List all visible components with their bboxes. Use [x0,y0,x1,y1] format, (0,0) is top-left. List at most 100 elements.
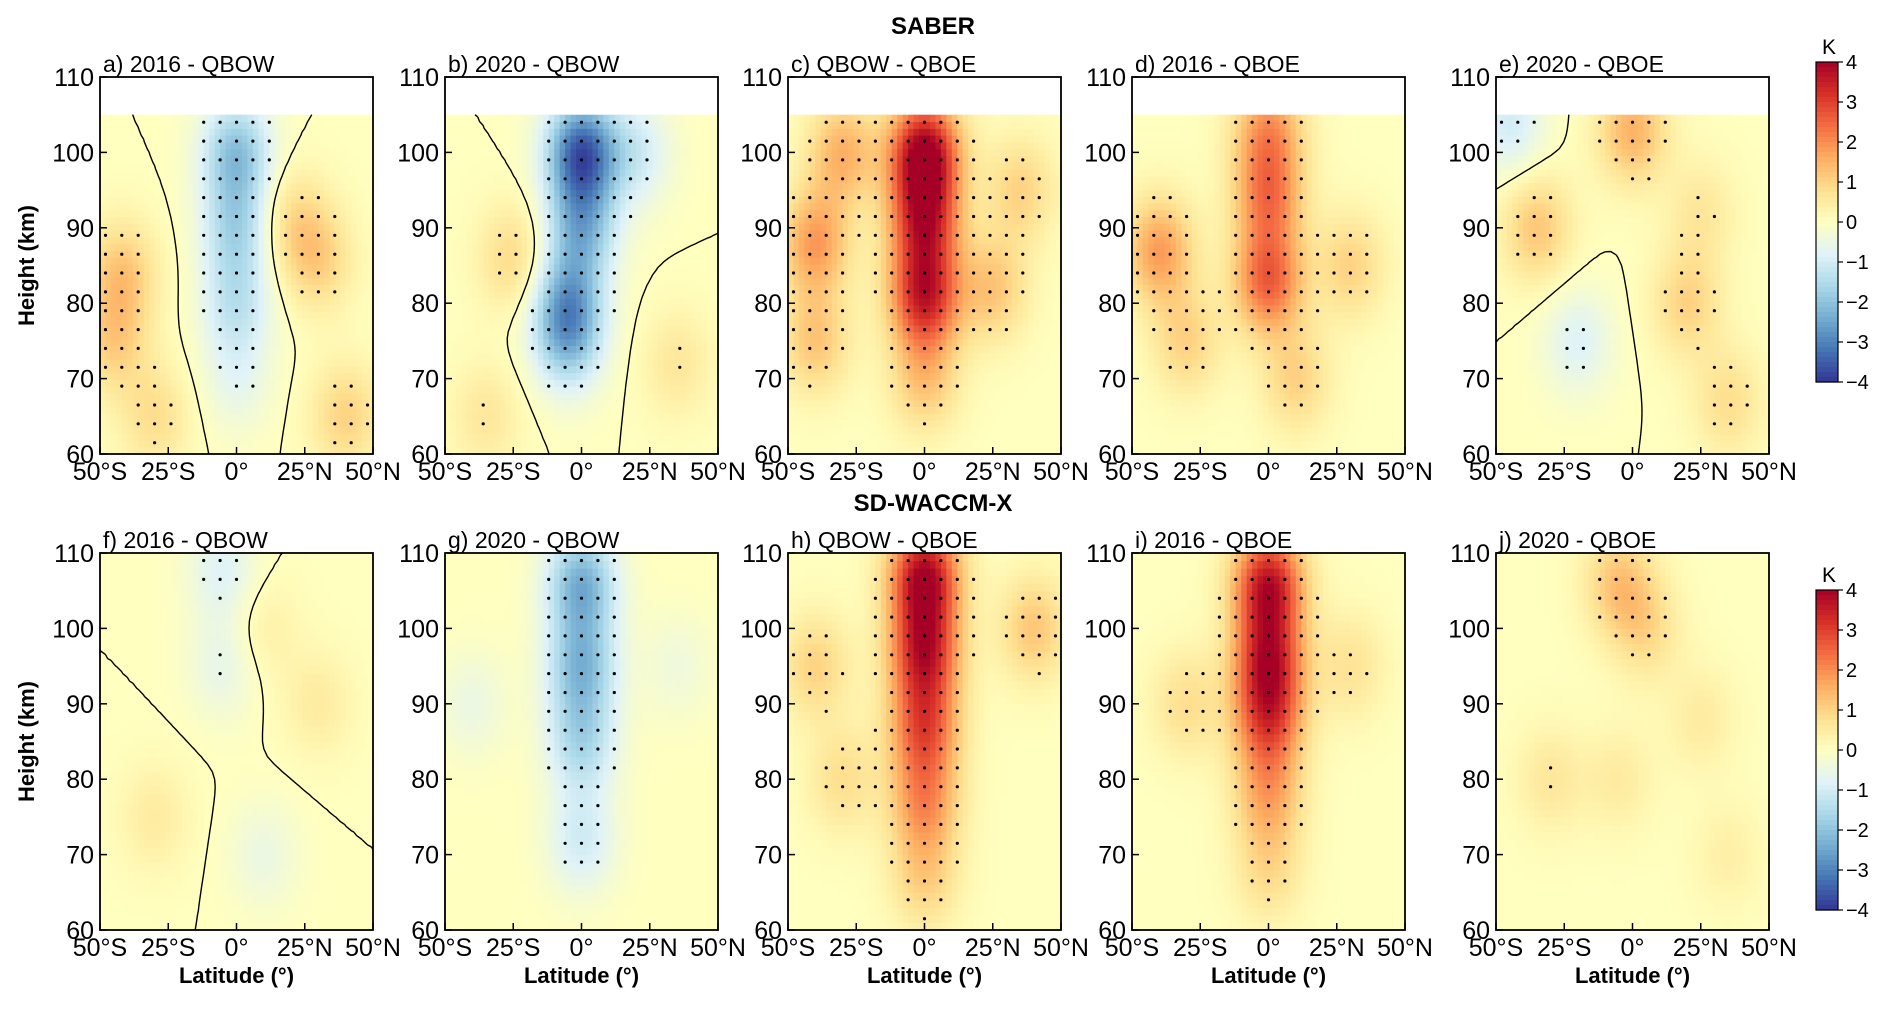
heatmap-cell [297,373,303,380]
heatmap-cell [275,427,281,434]
heatmap-cell [242,271,248,278]
heatmap-cell [122,244,128,251]
heatmap-cell [280,379,286,386]
heatmap-cell [187,311,193,318]
heatmap-cell [472,162,478,169]
heatmap-cell [280,332,286,339]
heatmap-cell [307,339,313,346]
heatmap-cell [625,223,631,230]
heatmap-cell [111,311,117,318]
heatmap-cell [313,264,319,271]
heatmap-cell [149,332,155,339]
heatmap-cell [122,393,128,400]
heatmap-cell [494,264,500,271]
heatmap-cell [538,155,544,162]
heatmap-cell [609,420,615,427]
heatmap-cell [652,210,658,217]
heatmap-cell [647,393,653,400]
heatmap-cell [193,352,199,359]
heatmap-cell [160,216,166,223]
heatmap-cell [674,291,680,298]
heatmap-cell [565,420,571,427]
heatmap-cell [532,379,538,386]
heatmap-cell [275,345,281,352]
heatmap-cell [280,121,286,128]
stipple-dot [251,271,254,274]
heatmap-cell [472,305,478,312]
heatmap-cell [483,115,489,122]
heatmap-cell [592,264,598,271]
heatmap-cell [554,155,560,162]
heatmap-cell [275,400,281,407]
heatmap-cell [318,366,324,373]
heatmap-cell [658,250,664,257]
heatmap-cell [571,169,577,176]
heatmap-cell [138,264,144,271]
heatmap-cell [478,386,484,393]
heatmap-cell [264,278,270,285]
heatmap-cell [500,318,506,325]
heatmap-cell [582,223,588,230]
heatmap-cell [237,183,243,190]
heatmap-cell [133,128,139,135]
heatmap-cell [554,257,560,264]
heatmap-cell [494,203,500,210]
stipple-dot [300,234,303,237]
heatmap-cell [483,379,489,386]
heatmap-cell [275,203,281,210]
heatmap-cell [138,332,144,339]
heatmap-cell [242,400,248,407]
heatmap-cell [318,203,324,210]
heatmap-cell [587,250,593,257]
heatmap-cell [357,244,363,251]
heatmap-cell [105,393,111,400]
heatmap-cell [116,434,122,441]
heatmap-cell [149,413,155,420]
heatmap-cell [521,305,527,312]
heatmap-cell [445,413,451,420]
heatmap-cell [532,244,538,251]
heatmap-cell [127,196,133,203]
heatmap-cell [362,325,368,332]
heatmap-cell [691,149,697,156]
heatmap-cell [100,434,106,441]
heatmap-cell [182,155,188,162]
heatmap-cell [543,332,549,339]
heatmap-cell [242,149,248,156]
heatmap-cell [155,196,161,203]
heatmap-cell [674,427,680,434]
heatmap-cell [127,244,133,251]
heatmap-cell [209,427,215,434]
heatmap-cell [494,121,500,128]
heatmap-cell [669,121,675,128]
heatmap-cell [674,379,680,386]
heatmap-cell [592,440,598,447]
heatmap-cell [100,216,106,223]
heatmap-cell [494,332,500,339]
heatmap-cell [286,121,292,128]
heatmap-cell [571,271,577,278]
heatmap-cell [237,332,243,339]
heatmap-cell [324,149,330,156]
heatmap-cell [685,142,691,149]
heatmap-cell [209,271,215,278]
heatmap-cell [696,352,702,359]
heatmap-cell [680,216,686,223]
heatmap-cell [631,244,637,251]
heatmap-cell [609,379,615,386]
heatmap-cell [220,420,226,427]
heatmap-cell [483,373,489,380]
heatmap-cell [209,183,215,190]
heatmap-cell [144,121,150,128]
heatmap-cell [609,345,615,352]
heatmap-cell [467,237,473,244]
heatmap-cell [571,407,577,414]
stipple-dot [153,366,156,369]
heatmap-cell [472,407,478,414]
heatmap-cell [538,271,544,278]
heatmap-cell [269,128,275,135]
x-tick-label: 25°S [141,458,195,486]
heatmap-cell [609,373,615,380]
heatmap-cell [176,366,182,373]
heatmap-cell [511,339,517,346]
